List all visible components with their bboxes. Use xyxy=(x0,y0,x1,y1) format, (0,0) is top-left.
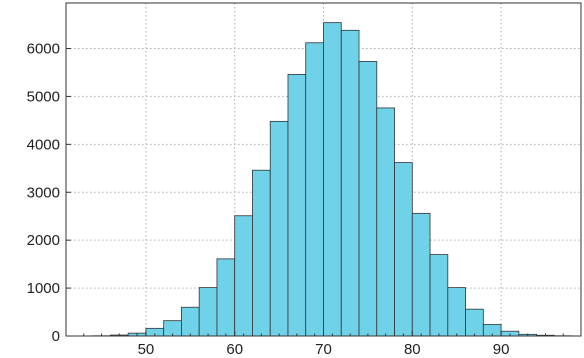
bars xyxy=(92,22,573,337)
histogram-bar xyxy=(394,162,413,337)
histogram-bar xyxy=(198,287,218,337)
x-tick-label: 60 xyxy=(226,341,243,358)
y-tick-label: 6000 xyxy=(27,41,60,58)
histogram-bar xyxy=(305,42,324,337)
y-tick-label: 0 xyxy=(52,328,60,345)
y-axis-ticks: 0 1000 2000 3000 4000 5000 6000 xyxy=(27,41,71,345)
histogram-bar xyxy=(181,306,200,337)
histogram-bar xyxy=(287,73,307,337)
histogram-bar xyxy=(269,120,289,337)
histogram-bar xyxy=(465,308,484,337)
x-axis-ticks: 50 60 70 80 90 xyxy=(65,331,582,358)
x-tick-label: 90 xyxy=(493,341,510,358)
histogram-bar xyxy=(216,258,236,337)
y-tick-label: 3000 xyxy=(27,184,60,201)
histogram-bar xyxy=(447,287,466,337)
y-tick-label: 2000 xyxy=(27,232,60,249)
y-tick-label: 5000 xyxy=(27,88,60,105)
histogram-bar xyxy=(340,29,360,337)
x-tick-label: 50 xyxy=(138,341,155,358)
y-tick-label: 4000 xyxy=(27,136,60,153)
histogram-bar xyxy=(429,254,449,337)
x-tick-label: 80 xyxy=(404,341,421,358)
x-tick-label: 70 xyxy=(315,341,332,358)
histogram-bar xyxy=(411,212,431,337)
y-tick-label: 1000 xyxy=(27,280,60,297)
histogram-bar xyxy=(358,61,378,337)
histogram-bar xyxy=(376,107,395,337)
histogram-bar xyxy=(252,169,271,337)
histogram-bar xyxy=(234,215,253,337)
histogram-bar xyxy=(323,22,342,337)
